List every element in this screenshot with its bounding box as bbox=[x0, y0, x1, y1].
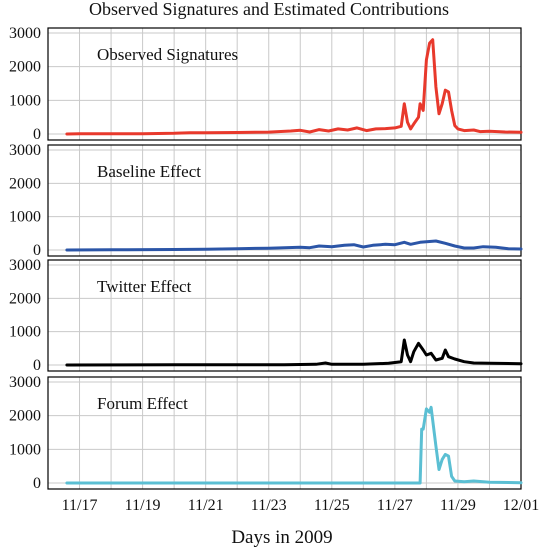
y-tick-label: 0 bbox=[33, 126, 41, 143]
y-tick-label: 0 bbox=[33, 475, 41, 492]
y-tick-label: 0 bbox=[33, 242, 41, 259]
x-axis-label: Days in 2009 bbox=[231, 527, 332, 548]
y-tick-label: 3000 bbox=[9, 374, 41, 391]
x-tick-label: 11/23 bbox=[251, 497, 287, 514]
x-tick-label: 11/19 bbox=[125, 497, 161, 514]
series-line bbox=[65, 338, 523, 367]
panel-2: 0 1000 2000 3000 Baseline Effect bbox=[9, 142, 523, 259]
y-tick-label: 2000 bbox=[9, 290, 41, 307]
y-tick-label: 3000 bbox=[9, 25, 41, 42]
y-tick-label: 1000 bbox=[9, 441, 41, 458]
y-tick-label: 1000 bbox=[9, 92, 41, 109]
panel-frame bbox=[47, 259, 522, 372]
x-tick-label: 11/27 bbox=[377, 497, 413, 514]
y-tick-label: 3000 bbox=[9, 142, 41, 159]
x-tick-label: 11/21 bbox=[188, 497, 224, 514]
y-tick-label: 2000 bbox=[9, 175, 41, 192]
y-tick-label: 0 bbox=[33, 357, 41, 374]
x-tick-label: 12/01 bbox=[503, 497, 539, 514]
x-tick-label: 11/29 bbox=[440, 497, 476, 514]
series-line bbox=[65, 38, 523, 136]
panel-3: 0 1000 2000 3000 Twitter Effect bbox=[9, 257, 523, 374]
x-tick-label: 11/25 bbox=[314, 497, 350, 514]
panel-title: Observed Signatures bbox=[97, 45, 238, 64]
y-tick-label: 2000 bbox=[9, 59, 41, 76]
panel-title: Twitter Effect bbox=[97, 277, 192, 296]
series-line bbox=[65, 239, 523, 252]
series-line bbox=[65, 405, 523, 485]
y-tick-label: 1000 bbox=[9, 324, 41, 341]
x-tick-label: 11/17 bbox=[62, 497, 98, 514]
panel-title: Forum Effect bbox=[97, 394, 188, 413]
panel-frame bbox=[47, 144, 522, 257]
panel-frame bbox=[47, 27, 522, 141]
panel-1: 0 1000 2000 3000 Observed Signatures bbox=[9, 25, 523, 143]
y-tick-label: 3000 bbox=[9, 257, 41, 274]
y-tick-label: 2000 bbox=[9, 408, 41, 425]
y-tick-label: 1000 bbox=[9, 209, 41, 226]
panel-frame bbox=[47, 376, 522, 490]
panel-4: 0 1000 2000 3000 Forum Effect bbox=[9, 374, 523, 492]
chart-title: Observed Signatures and Estimated Contri… bbox=[89, 0, 449, 19]
panel-title: Baseline Effect bbox=[97, 162, 201, 181]
